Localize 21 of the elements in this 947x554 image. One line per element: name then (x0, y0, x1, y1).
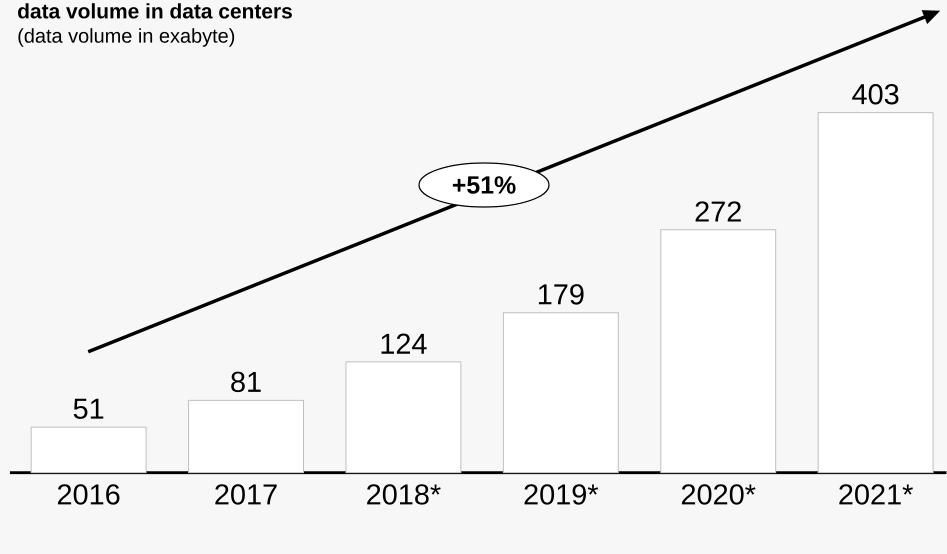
x-tick-label: 2016 (58, 484, 120, 505)
data-label: 272 (696, 201, 741, 222)
annotation: +51% (452, 176, 516, 194)
data-label: 81 (231, 372, 261, 392)
bar (188, 400, 304, 474)
data-label: 51 (74, 398, 104, 419)
bar (818, 112, 934, 474)
chart-subtitle: (data volume in exabyte) (18, 28, 234, 47)
x-tick-label: 2017 (215, 484, 277, 505)
x-tick-label: 2020* (682, 484, 756, 505)
data-label: 124 (382, 334, 427, 354)
data-label: 179 (538, 284, 584, 305)
bar (502, 312, 619, 474)
x-tick-label: 2021* (839, 484, 913, 505)
x-tick-label: 2019* (524, 484, 598, 505)
bar (30, 426, 147, 474)
bar (660, 229, 776, 474)
data-label: 403 (852, 84, 898, 104)
chart-title: data volume in data centers (18, 3, 292, 19)
x-tick-label: 2018* (367, 484, 441, 505)
bar (345, 361, 462, 474)
